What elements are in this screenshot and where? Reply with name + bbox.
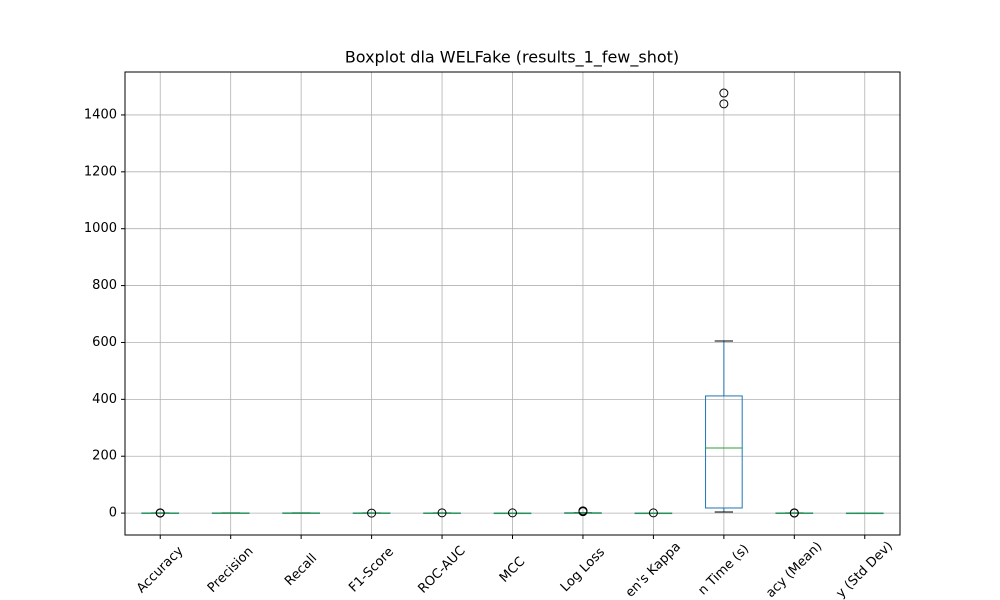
x-tick-label: MCC (497, 554, 528, 585)
y-tick-label: 1000 (84, 221, 117, 236)
chart-title: Boxplot dla WELFake (results_1_few_shot) (345, 48, 679, 68)
x-tick-label: Log Loss (558, 545, 608, 595)
y-tick-label: 400 (92, 392, 117, 407)
x-tick-label: en's Kappa (623, 539, 684, 600)
y-tick-label: 1400 (84, 107, 117, 122)
x-tick-label: Recall (282, 551, 320, 589)
y-tick-label: 1200 (84, 164, 117, 179)
x-tick-label: acy (Mean) (763, 539, 825, 600)
y-tick-label: 0 (109, 506, 117, 521)
x-tick-label: y (Std Dev) (834, 539, 897, 600)
x-tick-label: n Time (s) (695, 542, 752, 599)
y-tick-label: 200 (92, 449, 117, 464)
outlier (719, 99, 729, 109)
y-tick-label: 800 (92, 278, 117, 293)
outlier (789, 508, 799, 518)
outlier (648, 508, 658, 518)
x-tick-label: ROC-AUC (415, 543, 468, 596)
outlier (367, 508, 377, 518)
plot-frame (124, 71, 901, 536)
outlier (719, 88, 729, 98)
x-tick-label: Accuracy (134, 543, 187, 596)
box (705, 395, 743, 509)
x-tick-label: F1-Score (346, 545, 397, 596)
outlier (437, 508, 447, 518)
outlier (155, 508, 165, 518)
x-tick-label: Precision (205, 544, 257, 596)
outlier (578, 506, 588, 516)
outlier (508, 508, 517, 518)
y-tick-label: 600 (92, 335, 117, 350)
